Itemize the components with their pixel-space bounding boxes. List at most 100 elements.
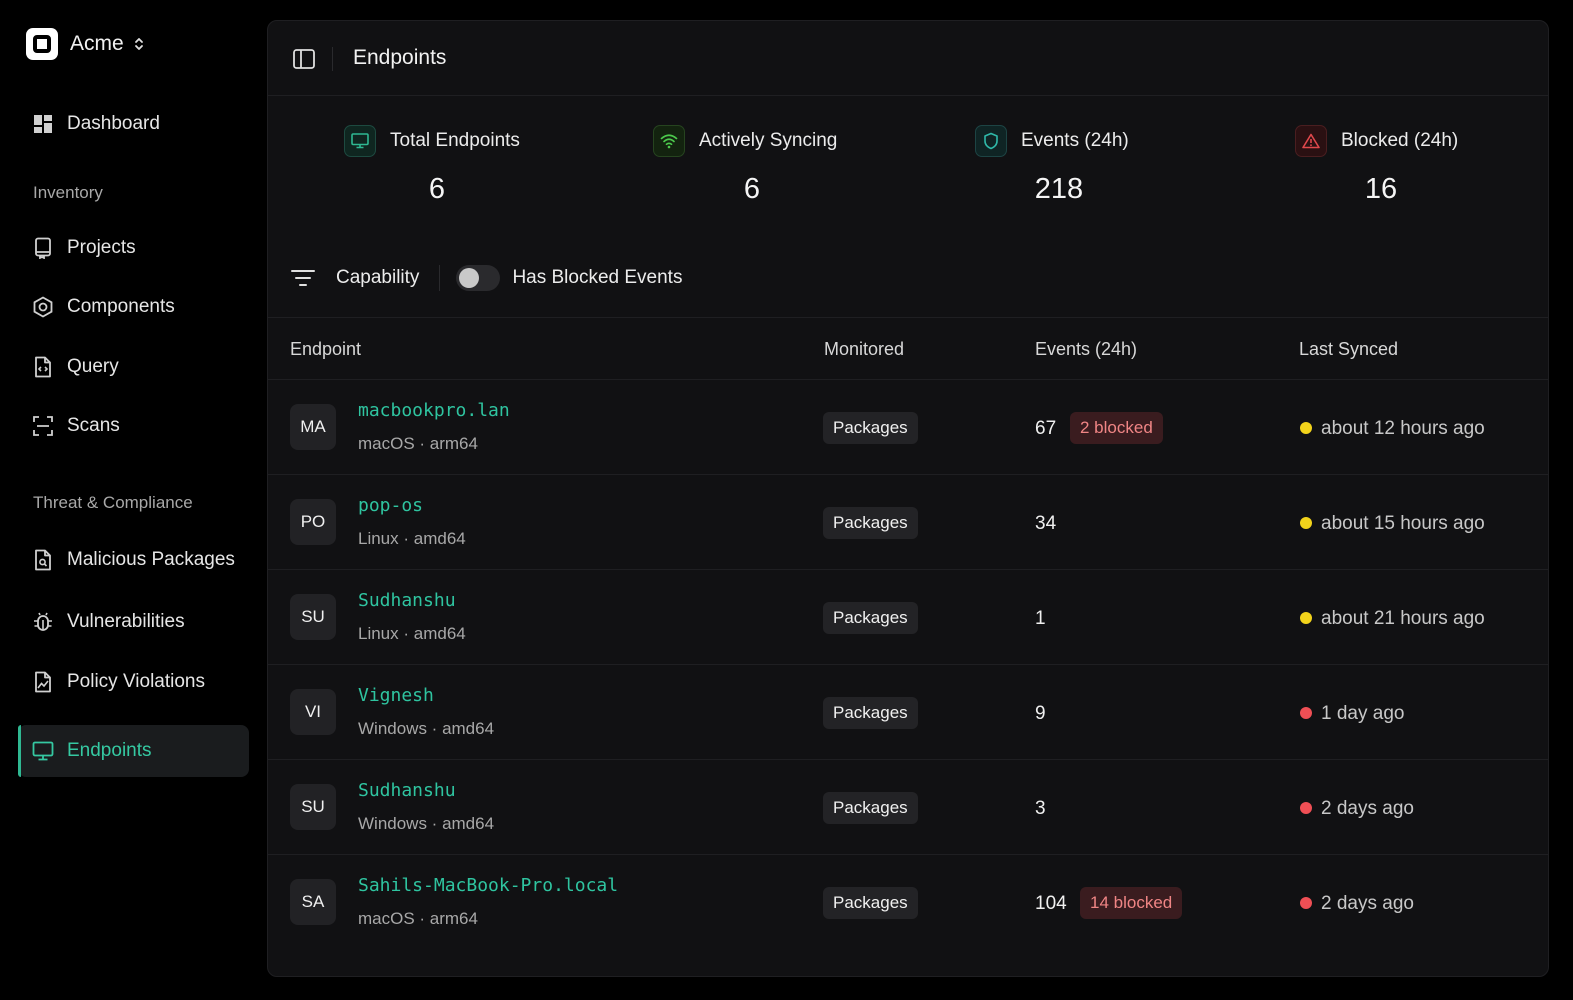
events-count: 67 [1035, 418, 1057, 439]
table-row[interactable]: SA Sahils-MacBook-Pro.local macOS · arm6… [268, 855, 1548, 950]
status-dot [1300, 517, 1312, 529]
monitor-icon [32, 740, 54, 762]
sidebar-item-vulnerabilities[interactable]: Vulnerabilities [18, 596, 249, 648]
status-dot [1300, 802, 1312, 814]
capability-filter[interactable]: Capability [336, 267, 420, 288]
file-chart-icon [32, 671, 54, 693]
endpoint-name-link[interactable]: Sahils-MacBook-Pro.local [358, 875, 619, 896]
sidebar-item-label: Endpoints [67, 740, 152, 761]
endpoint-meta: Linux · amd64 [358, 529, 466, 548]
sidebar-toggle-icon[interactable] [292, 47, 316, 71]
table-row[interactable]: SU Sudhanshu Windows · amd64 Packages 3 … [268, 760, 1548, 855]
stat-label: Blocked (24h) [1341, 130, 1459, 151]
hexagon-icon [32, 296, 54, 318]
endpoint-name-link[interactable]: Vignesh [358, 685, 434, 706]
stat-value: 6 [743, 173, 761, 205]
table-row[interactable]: VI Vignesh Windows · amd64 Packages 9 1 … [268, 665, 1548, 760]
endpoint-meta: macOS · arm64 [358, 909, 478, 928]
sidebar-item-scans[interactable]: Scans [18, 400, 249, 452]
sidebar-item-label: Policy Violations [67, 671, 206, 692]
monitor-icon [344, 125, 376, 157]
table-header: Endpoint Monitored Events (24h) Last Syn… [268, 317, 1548, 380]
book-icon [32, 237, 54, 259]
column-header-monitored[interactable]: Monitored [824, 339, 905, 359]
sidebar-item-malicious-packages[interactable]: Malicious Packages [18, 534, 249, 586]
topbar: Endpoints [268, 21, 1548, 96]
bug-icon [32, 611, 54, 633]
monitored-badge: Packages [823, 507, 918, 539]
sidebar-item-label: Projects [67, 237, 136, 258]
section-label-threat: Threat & Compliance [33, 493, 193, 512]
monitored-badge: Packages [823, 697, 918, 729]
filter-bar: Capability Has Blocked Events [290, 261, 682, 295]
stat-value: 16 [1364, 173, 1398, 205]
sidebar-item-label: Scans [67, 415, 120, 436]
sidebar-item-projects[interactable]: Projects [18, 222, 249, 274]
monitored-badge: Packages [823, 792, 918, 824]
events-count: 9 [1035, 703, 1046, 724]
events-count: 3 [1035, 798, 1046, 819]
status-dot [1300, 422, 1312, 434]
stat-events-24h: Events (24h) 218 [975, 125, 1129, 205]
endpoint-name-link[interactable]: Sudhanshu [358, 780, 456, 801]
status-dot [1300, 612, 1312, 624]
monitored-badge: Packages [823, 602, 918, 634]
stat-value: 6 [428, 173, 446, 205]
sidebar-item-label: Vulnerabilities [67, 611, 185, 632]
column-header-events[interactable]: Events (24h) [1035, 339, 1138, 359]
monitored-badge: Packages [823, 412, 918, 444]
main-panel: Endpoints Total Endpoints 6 Actively Syn… [267, 20, 1549, 977]
sidebar: Acme Dashboard Inventory Projects Compon… [0, 0, 262, 1000]
alert-triangle-icon [1295, 125, 1327, 157]
endpoint-name-link[interactable]: macbookpro.lan [358, 400, 510, 421]
file-code-icon [32, 356, 54, 378]
avatar: SU [290, 784, 336, 830]
dashboard-icon [32, 113, 54, 135]
events-count: 34 [1035, 513, 1057, 534]
has-blocked-events-label: Has Blocked Events [512, 267, 683, 288]
scan-icon [32, 415, 54, 437]
filter-icon[interactable] [290, 268, 316, 288]
endpoint-name-link[interactable]: Sudhanshu [358, 590, 456, 611]
stat-value: 218 [1034, 173, 1084, 205]
endpoint-name-link[interactable]: pop-os [358, 495, 424, 516]
endpoint-meta: Windows · amd64 [358, 719, 495, 738]
wifi-icon [653, 125, 685, 157]
column-header-last-synced[interactable]: Last Synced [1299, 339, 1399, 359]
sidebar-item-policy-violations[interactable]: Policy Violations [18, 656, 249, 708]
last-synced: about 15 hours ago [1321, 513, 1485, 534]
stat-label: Events (24h) [1021, 130, 1129, 151]
sidebar-item-components[interactable]: Components [18, 281, 249, 333]
page-title: Endpoints [353, 46, 447, 69]
table-row[interactable]: SU Sudhanshu Linux · amd64 Packages 1 ab… [268, 570, 1548, 665]
last-synced: 1 day ago [1321, 703, 1405, 724]
sidebar-item-endpoints[interactable]: Endpoints [18, 725, 249, 777]
last-synced: about 12 hours ago [1321, 418, 1485, 439]
column-header-endpoint[interactable]: Endpoint [290, 339, 362, 359]
table-row[interactable]: MA macbookpro.lan macOS · arm64 Packages… [268, 380, 1548, 475]
acme-logo-icon [26, 28, 58, 60]
last-synced: 2 days ago [1321, 893, 1414, 914]
divider [439, 265, 441, 291]
org-name: Acme [70, 32, 124, 55]
endpoint-meta: Linux · amd64 [358, 624, 466, 643]
stat-label: Total Endpoints [390, 130, 520, 151]
table-row[interactable]: PO pop-os Linux · amd64 Packages 34 abou… [268, 475, 1548, 570]
avatar: VI [290, 689, 336, 735]
sidebar-item-query[interactable]: Query [18, 341, 249, 393]
stat-total-endpoints: Total Endpoints 6 [344, 125, 520, 205]
org-switcher[interactable]: Acme [26, 28, 146, 60]
last-synced: about 21 hours ago [1321, 608, 1485, 629]
stat-label: Actively Syncing [699, 130, 838, 151]
avatar: SU [290, 594, 336, 640]
sidebar-item-dashboard[interactable]: Dashboard [18, 98, 249, 150]
sidebar-item-label: Dashboard [67, 113, 160, 134]
status-dot [1300, 897, 1312, 909]
blocked-badge: 2 blocked [1070, 412, 1163, 444]
avatar: SA [290, 879, 336, 925]
avatar: MA [290, 404, 336, 450]
last-synced: 2 days ago [1321, 798, 1414, 819]
section-label-inventory: Inventory [33, 183, 103, 202]
has-blocked-events-toggle[interactable] [456, 265, 501, 291]
